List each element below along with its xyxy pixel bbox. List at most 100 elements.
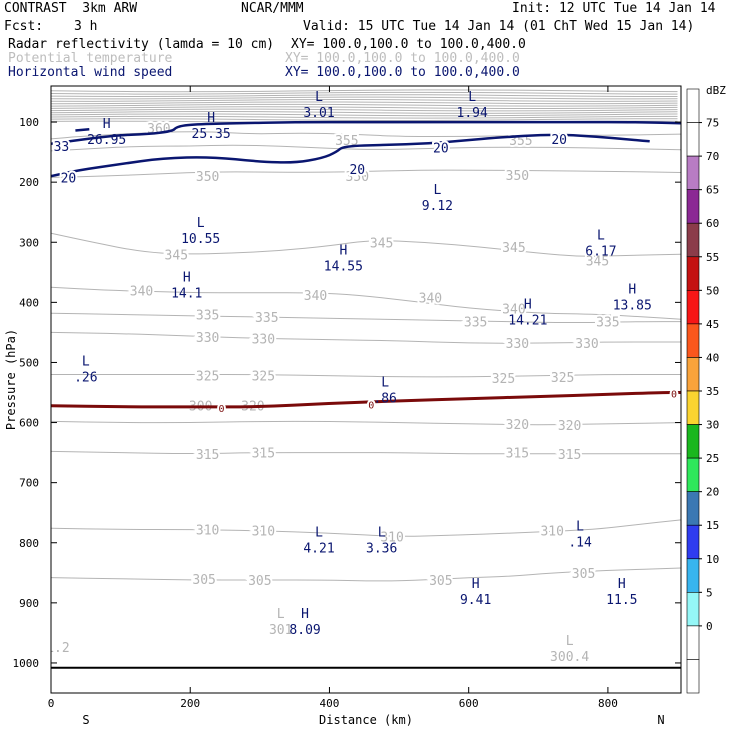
colorbar-swatch [686,290,700,325]
colorbar-label: 55 [706,251,719,264]
extremum-letter: L [433,183,441,198]
north-label: N [657,713,664,727]
theta-contour-340 [51,286,681,320]
extremum-value: 11.5 [606,593,637,608]
wind-contour-20 [51,120,681,145]
extremum-value: 6.17 [585,244,616,259]
reflectivity-zero-label: 0 [368,400,374,411]
y-tick-label: 300 [19,236,39,249]
theta-contour-upper [51,106,678,110]
extremum-letter: H [618,577,626,592]
extremum-marker: H25.35 [192,111,231,142]
colorbar-swatch [686,155,700,190]
extremum-value: 26.95 [87,133,126,148]
theta-label: 345 [502,241,525,256]
extremum-letter: L [468,90,476,105]
theta-label: 330 [196,331,219,346]
theta-contour-330 [51,331,681,344]
theta-label: 315 [558,448,581,463]
extremum-value: .86 [373,391,396,406]
extremum-marker: H26.95 [87,117,126,148]
x-tick-label: 400 [320,697,340,710]
theta-contour-345 [51,232,681,257]
theta-contour-320 [51,420,681,426]
reflectivity-zero-contour [51,391,681,409]
y-axis-label: Pressure (hPa) [4,329,18,430]
theta-contour-360 [51,131,681,140]
wind-label: 20 [551,133,567,148]
colorbar-label: 20 [706,486,719,499]
colorbar-label: 10 [706,553,719,566]
x-tick-label: 800 [598,697,618,710]
extremum-value: 9.12 [422,199,453,214]
y-tick-label: 400 [19,296,39,309]
extremum-value: 301 [269,623,292,638]
extremum-letter: L [597,228,605,243]
fcst-value: 3 h [74,19,98,34]
theta-contour-upper [51,94,678,98]
extremum-letter: H [103,117,111,132]
colorbar-label: 45 [706,318,719,331]
extremum-value: 1.94 [457,106,488,121]
field-name-reflectivity: Radar reflectivity (lamda = 10 cm) [8,37,275,52]
extremum-letter: L [315,526,323,541]
extremum-marker: L1.94 [457,90,488,121]
valid-time: Valid: 15 UTC Tue 14 Jan 14 (01 ChT Wed … [303,19,695,34]
y-tick-label: 200 [19,176,39,189]
extremum-marker: L4.21 [303,526,334,557]
theta-contour-355 [51,144,681,152]
extremum-marker: H8.09 [289,607,320,638]
wind-label: 33 [54,140,70,155]
wind-contour-33 [75,128,90,132]
x-tick-label: 0 [48,697,55,710]
x-tick-label: 600 [459,697,479,710]
extremum-letter: L [576,520,584,535]
colorbar-swatch [686,524,700,560]
extremum-letter: H [207,111,215,126]
extremum-letter: L [277,607,285,622]
extremum-value: 13.85 [613,298,652,313]
theta-contour-325 [51,374,681,378]
colorbar-swatch [686,424,700,459]
extremum-value: 300.4 [550,650,589,665]
colorbar-label: 30 [706,419,719,432]
init-time: Init: 12 UTC Tue 14 Jan 14 [512,1,716,16]
field-xy-theta: XY= 100.0,100.0 to 100.0,400.0 [285,51,520,66]
colorbar-swatch [686,659,700,694]
theta-label: 305 [248,574,271,589]
field-name-wind: Horizontal wind speed [8,65,173,80]
colorbar-label: 40 [706,351,719,364]
extremum-letter: L [82,354,90,369]
theta-label: 335 [196,308,219,323]
wind-label: 20 [433,141,449,156]
fcst-label: Fcst: [4,19,44,34]
theta-contour-315 [51,450,681,455]
extremum-letter: L [566,634,574,649]
extremum-letter: L [378,526,386,541]
x-tick-label: 200 [180,697,200,710]
extremum-marker: L.86 [373,375,396,406]
extremum-marker: L10.55 [181,216,220,247]
y-tick-label: 900 [19,597,39,610]
theta-label: 315 [506,447,529,462]
extremum-marker: L6.17 [585,228,616,259]
theta-label: 345 [586,254,609,269]
extremum-marker: L9.12 [422,183,453,214]
wind-label: 20 [61,171,77,186]
colorbar-label: 25 [706,452,719,465]
reflectivity-zero-label: 0 [219,404,225,415]
wind-label: 20 [349,163,365,178]
theta-label: 350 [506,169,529,184]
colorbar-swatch [686,189,700,224]
model-name: CONTRAST 3km ARW [4,1,138,16]
theta-label: 305 [192,573,215,588]
theta-contour-upper [51,115,678,119]
theta-label: 345 [165,248,188,263]
colorbar-swatch [686,357,700,392]
colorbar-swatch [686,558,700,593]
theta-label: 335 [596,316,619,331]
plot-frame [50,85,682,694]
theta-label: 325 [551,371,574,386]
